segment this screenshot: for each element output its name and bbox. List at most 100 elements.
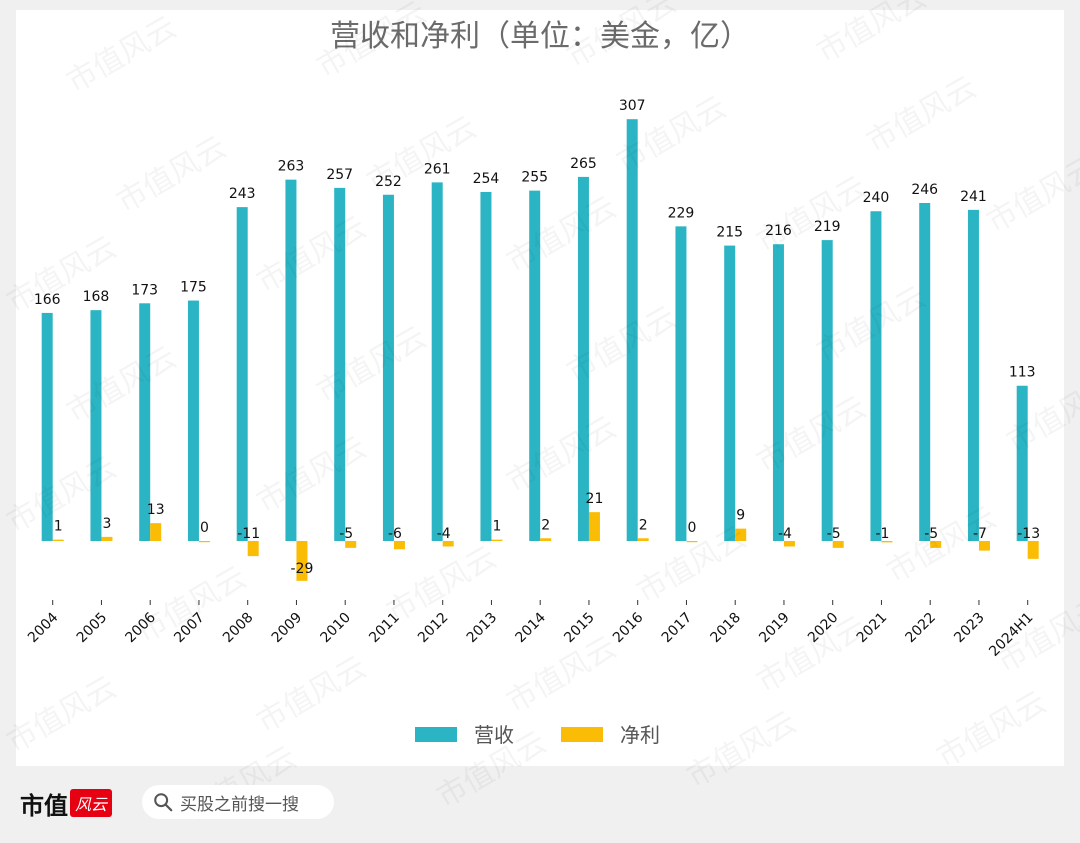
revenue-bar xyxy=(967,209,979,541)
net-profit-bar xyxy=(296,541,308,581)
revenue-value-label: 307 xyxy=(619,98,646,114)
x-tick-label: 2009 xyxy=(269,610,306,647)
legend-label-net-profit: 净利 xyxy=(620,723,660,747)
search-placeholder: 买股之前搜一搜 xyxy=(180,794,299,815)
revenue-value-label: 168 xyxy=(83,289,110,305)
net-profit-bar xyxy=(442,541,454,547)
net-profit-value-label: -4 xyxy=(437,526,451,542)
revenue-value-label: 254 xyxy=(473,171,500,187)
x-tick-label: 2019 xyxy=(756,610,793,647)
net-profit-bar xyxy=(150,523,162,541)
revenue-value-label: 243 xyxy=(229,186,256,202)
revenue-value-label: 216 xyxy=(765,223,792,239)
revenue-bar xyxy=(529,190,541,541)
revenue-value-label: 229 xyxy=(668,205,695,221)
search-icon xyxy=(154,793,173,812)
brand-badge: 风云 xyxy=(70,789,113,817)
legend-swatch-net-profit xyxy=(561,727,603,742)
revenue-value-label: 241 xyxy=(960,189,987,205)
revenue-value-label: 173 xyxy=(131,282,158,298)
x-tick-label: 2013 xyxy=(464,610,501,647)
x-tick-label: 2023 xyxy=(951,610,988,647)
x-tick-label: 2024H1 xyxy=(986,610,1036,660)
net-profit-value-label: -29 xyxy=(291,561,314,577)
net-profit-bar xyxy=(735,528,747,541)
net-profit-value-label: 3 xyxy=(102,516,111,532)
net-profit-bar xyxy=(588,512,600,541)
revenue-value-label: 113 xyxy=(1009,365,1036,381)
x-tick-label: 2006 xyxy=(123,609,160,646)
net-profit-value-label: 1 xyxy=(492,519,501,535)
net-profit-value-label: 2 xyxy=(541,517,550,533)
footer-bar: 市值 风云 买股之前搜一搜 xyxy=(0,766,1080,843)
revenue-value-label: 265 xyxy=(570,156,597,172)
revenue-bar xyxy=(382,194,394,541)
revenue-value-label: 219 xyxy=(814,219,841,235)
net-profit-bar xyxy=(540,538,552,541)
net-profit-bar xyxy=(198,541,210,543)
net-profit-bar xyxy=(52,539,64,541)
x-tick-label: 2018 xyxy=(708,610,745,647)
net-profit-value-label: -7 xyxy=(973,526,987,542)
net-profit-value-label: -1 xyxy=(875,526,889,542)
revenue-value-label: 215 xyxy=(716,225,743,241)
x-tick-label: 2015 xyxy=(561,610,598,647)
brand-name: 市值 xyxy=(20,790,68,820)
revenue-bar xyxy=(431,182,443,542)
net-profit-value-label: -11 xyxy=(237,526,260,542)
net-profit-value-label: 9 xyxy=(736,508,745,524)
chart-title: 营收和净利（单位：美金，亿） xyxy=(330,19,750,54)
revenue-bar xyxy=(187,300,199,541)
net-profit-value-label: -5 xyxy=(339,526,353,542)
net-profit-value-label: 0 xyxy=(200,520,209,536)
revenue-value-label: 166 xyxy=(34,292,61,308)
net-profit-bar xyxy=(101,536,113,541)
revenue-bar xyxy=(870,211,882,542)
search-box[interactable]: 买股之前搜一搜 xyxy=(142,785,334,819)
net-profit-bar xyxy=(393,541,405,550)
revenue-value-label: 257 xyxy=(326,167,353,183)
net-profit-value-label: -4 xyxy=(778,526,792,542)
legend-swatch-revenue xyxy=(415,727,457,742)
net-profit-bar xyxy=(1027,541,1039,559)
revenue-bar xyxy=(821,240,833,541)
revenue-value-label: 240 xyxy=(863,190,890,206)
x-tick-label: 2005 xyxy=(74,610,111,647)
chart-card: 营收和净利（单位：美金，亿） 166 1 2004 168 3 2005 173 13 2006 1… xyxy=(16,10,1064,766)
net-profit-bar xyxy=(881,541,893,543)
net-profit-value-label: 2 xyxy=(639,517,648,533)
revenue-bar xyxy=(577,176,589,541)
net-profit-value-label: 1 xyxy=(54,519,63,535)
revenue-bar xyxy=(90,310,102,541)
revenue-bar xyxy=(334,187,346,541)
net-profit-bar xyxy=(247,541,259,557)
x-tick-label: 2021 xyxy=(854,610,891,647)
revenue-bar xyxy=(41,312,53,541)
revenue-value-label: 261 xyxy=(424,161,451,177)
net-profit-value-label: -5 xyxy=(827,526,841,542)
revenue-bar xyxy=(139,303,151,541)
brand-logo[interactable]: 市值 风云 xyxy=(20,788,113,820)
x-tick-label: 2012 xyxy=(415,610,452,647)
revenue-bar xyxy=(772,244,784,541)
net-profit-value-label: 0 xyxy=(687,520,696,536)
revenue-value-label: 255 xyxy=(521,170,548,186)
net-profit-value-label: 13 xyxy=(147,502,165,518)
net-profit-value-label: -13 xyxy=(1017,526,1040,542)
x-tick-label: 2014 xyxy=(513,609,550,646)
x-tick-label: 2022 xyxy=(903,610,940,647)
revenue-bar xyxy=(285,179,297,541)
x-tick-label: 2016 xyxy=(610,609,647,646)
revenue-value-label: 263 xyxy=(278,159,305,175)
net-profit-value-label: -6 xyxy=(388,526,402,542)
net-profit-value-label: -5 xyxy=(924,526,938,542)
x-tick-label: 2011 xyxy=(366,610,403,647)
revenue-value-label: 175 xyxy=(180,280,207,296)
net-profit-bar xyxy=(978,541,990,551)
revenue-bar xyxy=(626,119,638,541)
x-tick-label: 2010 xyxy=(318,610,355,647)
net-profit-bar xyxy=(345,541,357,548)
net-profit-bar xyxy=(930,541,942,548)
revenue-bar xyxy=(724,245,736,541)
x-tick-label: 2007 xyxy=(171,610,208,647)
